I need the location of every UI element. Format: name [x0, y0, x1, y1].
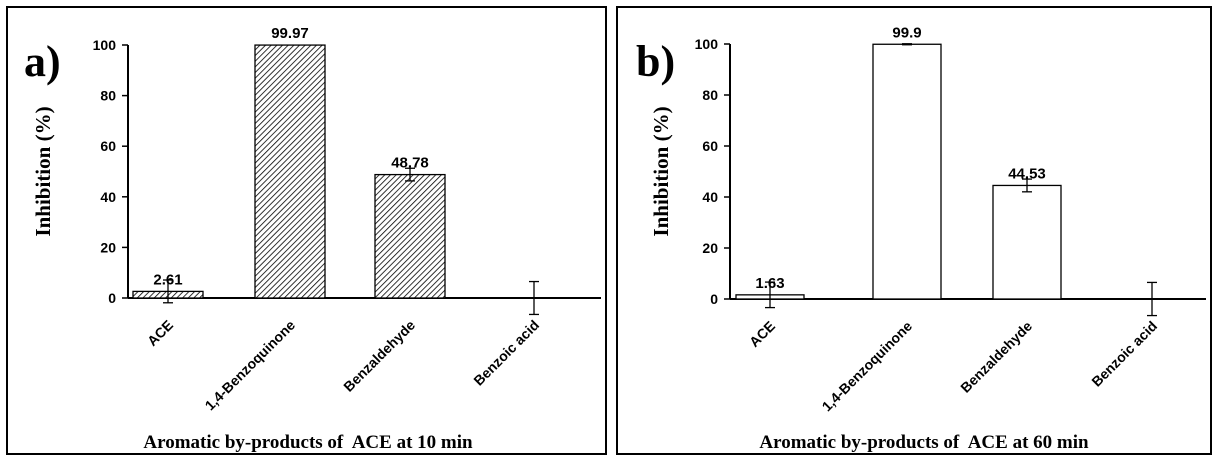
bar: [872, 43, 942, 300]
y-tick-label: 20: [100, 239, 116, 255]
error-bar: [529, 280, 539, 316]
category-label: Benzoic acid: [470, 317, 542, 389]
y-tick-label: 0: [710, 291, 718, 307]
error-bar: [405, 167, 415, 182]
error-bar: [902, 43, 912, 46]
data-label: 1.63: [755, 275, 784, 292]
y-tick-label: 80: [702, 87, 718, 103]
category-label: Benzoic acid: [1088, 318, 1160, 390]
panel-label: a): [24, 37, 61, 86]
y-tick-label: 60: [100, 138, 116, 154]
error-bar: [765, 281, 775, 309]
y-tick-label: 100: [93, 37, 117, 53]
data-label: 2.61: [153, 271, 182, 288]
x-axis-title: Aromatic by-products of ACE at 60 min: [759, 432, 1089, 453]
chart-panel-a: a) 0 20 40 60 80 100 2.61 ACE 99.97 1,4-Benzoquino…: [6, 6, 607, 455]
category-label: ACE: [144, 317, 176, 349]
y-tick-label: 20: [702, 240, 718, 256]
category-label: 1,4-Benzoquinone: [819, 318, 916, 415]
chart-a-svg: a) 0 20 40 60 80 100 2.61 ACE 99.97 1,4-Benzoquino…: [24, 25, 601, 453]
category-label: 1,4-Benzoquinone: [202, 317, 299, 414]
bar: [374, 173, 446, 299]
category-label: ACE: [746, 318, 778, 350]
y-tick-label: 80: [100, 88, 116, 104]
chart-b-svg: b) 0 20 40 60 80 100 1.63 ACE 99.9 1,4-Benzoquinon…: [636, 24, 1206, 453]
chart-panel-b: b) 0 20 40 60 80 100 1.63 ACE 99.9 1,4-Benzoquinon…: [616, 6, 1212, 455]
y-tick-label: 0: [108, 290, 116, 306]
error-bar: [163, 279, 173, 304]
x-axis-title: Aromatic by-products of ACE at 10 min: [143, 432, 473, 453]
data-label: 48.78: [391, 155, 429, 172]
y-tick-label: 40: [100, 189, 116, 205]
y-axis-title: Inhibition (%): [649, 106, 673, 236]
y-tick-label: 40: [702, 189, 718, 205]
y-tick-label: 100: [695, 36, 719, 52]
error-bar: [1147, 281, 1157, 317]
panel-label: b): [636, 37, 675, 86]
category-label: Benzaldehyde: [957, 318, 1035, 396]
bar: [254, 44, 326, 299]
bar: [992, 184, 1062, 300]
data-label: 99.9: [892, 24, 921, 41]
y-tick-label: 60: [702, 138, 718, 154]
data-label: 44.53: [1008, 165, 1046, 182]
y-axis-title: Inhibition (%): [31, 106, 55, 236]
error-bar: [1022, 178, 1032, 193]
data-label: 99.97: [271, 25, 309, 42]
category-label: Benzaldehyde: [340, 317, 418, 395]
